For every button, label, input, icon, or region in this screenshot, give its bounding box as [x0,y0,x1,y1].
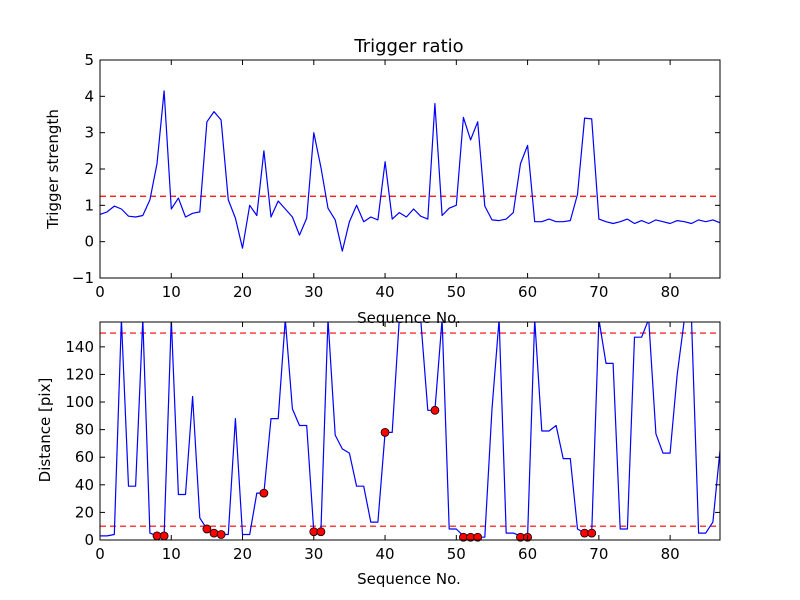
x-tick-label: 50 [447,283,466,301]
x-tick-label: 10 [162,283,181,301]
x-tick-label: 20 [233,283,252,301]
y-tick-label: 120 [65,365,94,383]
axes-frame [99,321,721,541]
chart-title: Trigger ratio [353,36,463,57]
y-tick-label: 140 [65,338,94,356]
data-point-marker [473,532,483,542]
data-point-marker [259,488,269,498]
series-line [100,90,720,252]
bottom-y-axis-label: Distance [pix] [36,378,54,483]
y-tick-label: 4 [84,87,94,105]
data-point-marker [216,530,226,539]
y-tick-label: 40 [75,476,94,494]
x-tick-label: 50 [447,545,466,563]
y-tick-label: 3 [84,124,94,142]
data-point-marker [430,405,440,415]
y-tick-label: −1 [72,269,94,287]
x-tick-label: 40 [376,545,395,563]
data-point-marker [587,528,597,538]
bottom-x-axis-label: Sequence No. [357,570,461,588]
x-tick-label: 60 [518,545,537,563]
x-tick-label: 20 [233,545,252,563]
data-point-marker [159,531,169,541]
data-point-marker [209,528,219,538]
top-x-axis-label: Sequence No. [357,309,461,327]
y-tick-label: 0 [84,531,94,549]
series-line [100,322,720,538]
data-point-marker [380,427,390,437]
x-tick-label: 10 [162,545,181,563]
axes-frame [99,59,721,279]
x-tick-label: 80 [661,545,680,563]
y-tick-label: 80 [75,421,94,439]
y-tick-label: 60 [75,448,94,466]
data-point-marker [202,524,212,534]
y-tick-label: 100 [65,393,94,411]
bottom-axes: 0 10 20 30 40 50 60 70 80 0 20 40 60 80 100 120 140 [65,321,721,563]
x-tick-label: 0 [95,283,105,301]
top-y-axis-label: Trigger strength [44,109,62,230]
x-tick-label: 0 [95,545,105,563]
y-tick-label: 5 [84,51,94,69]
x-tick-label: 40 [376,283,395,301]
y-tick-label: 0 [84,233,94,251]
y-tick-label: 1 [84,196,94,214]
x-tick-label: 30 [304,283,323,301]
data-point-marker [316,527,326,537]
x-tick-label: 70 [589,283,608,301]
x-tick-label: 70 [589,545,608,563]
x-tick-label: 60 [518,283,537,301]
y-tick-label: 2 [84,160,94,178]
x-tick-label: 80 [661,283,680,301]
y-tick-label: 20 [75,503,94,521]
x-tick-label: 30 [304,545,323,563]
